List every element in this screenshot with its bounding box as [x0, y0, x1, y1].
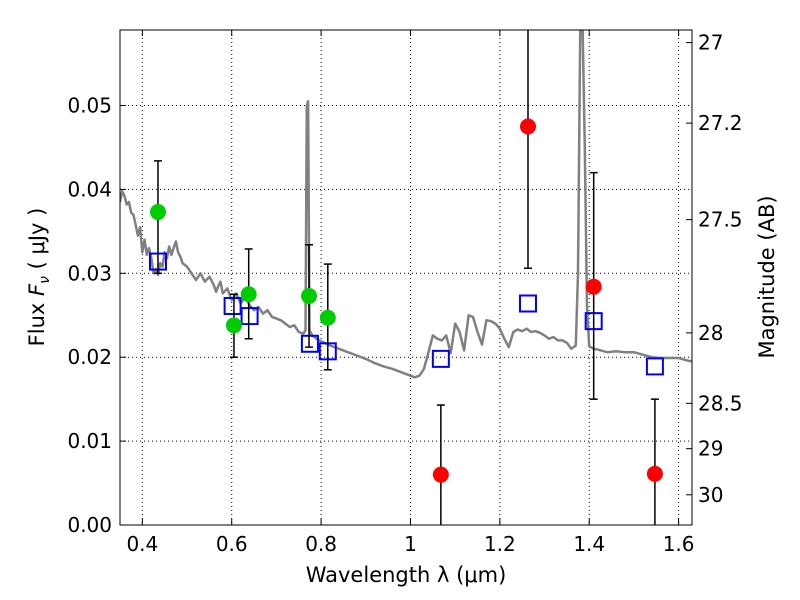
right-tick-label: 27	[698, 31, 723, 55]
observed-flux-point	[301, 287, 318, 304]
right-tick-label: 27.2	[698, 111, 743, 135]
x-tick-label: 0.8	[305, 532, 337, 556]
plot-background	[120, 30, 692, 525]
y-tick-label: 0.05	[67, 94, 112, 118]
model-flux-square	[431, 349, 450, 368]
model-flux-square	[645, 357, 664, 376]
x-axis-label: Wavelength λ (μm)	[306, 563, 507, 587]
observed-flux-point	[149, 204, 166, 221]
observed-flux-point	[432, 466, 449, 483]
tick-layer: 0.4 0.6 0.8 1 1.2 1.4 1.6 0.00 0.01 0.02 0.03 0.04 0…	[67, 30, 743, 556]
x-tick-label: 0.6	[216, 532, 248, 556]
y-axis-label-right: Magnitude (AB)	[755, 195, 779, 358]
y-axis-label-left: Flux Fν ( μJy )	[25, 208, 53, 347]
plot-frame	[119, 29, 693, 526]
x-tick-label: 1.4	[573, 532, 605, 556]
observed-flux-point	[519, 118, 536, 135]
observed-flux-point	[240, 286, 257, 303]
right-tick-label: 29	[698, 437, 723, 461]
observed-flux-point	[646, 465, 663, 482]
model-flux-square	[223, 297, 242, 316]
y-tick-label: 0.04	[67, 177, 112, 201]
y-tick-label: 0.02	[67, 345, 112, 369]
x-tick-label: 1.2	[484, 532, 516, 556]
model-spectrum-line	[120, 30, 692, 379]
model-flux-square	[300, 334, 319, 353]
model-flux-square	[518, 294, 537, 313]
data-layer	[120, 30, 692, 379]
error-bar-layer	[149, 30, 663, 525]
x-tick-label: 1.6	[663, 532, 695, 556]
y-tick-label: 0.00	[67, 513, 112, 537]
right-tick-label: 28	[698, 321, 723, 345]
y-tick-label: 0.01	[67, 429, 112, 453]
observed-flux-point	[585, 278, 602, 295]
x-tick-label: 1	[404, 532, 417, 556]
model-flux-square	[240, 307, 259, 326]
y-axis-label-prefix: Flux	[25, 296, 49, 346]
right-tick-label: 27.5	[698, 208, 743, 232]
observed-flux-point	[225, 317, 242, 334]
observed-flux-point	[319, 309, 336, 326]
y-axis-label-symbol: F	[25, 283, 49, 296]
y-axis-label-suffix: ( μJy )	[25, 208, 49, 276]
right-tick-label: 30	[698, 483, 723, 507]
y-axis-label-subscript: ν	[37, 276, 53, 284]
right-tick-label: 28.5	[698, 391, 743, 415]
y-tick-label: 0.03	[67, 261, 112, 285]
x-tick-label: 0.4	[126, 532, 158, 556]
